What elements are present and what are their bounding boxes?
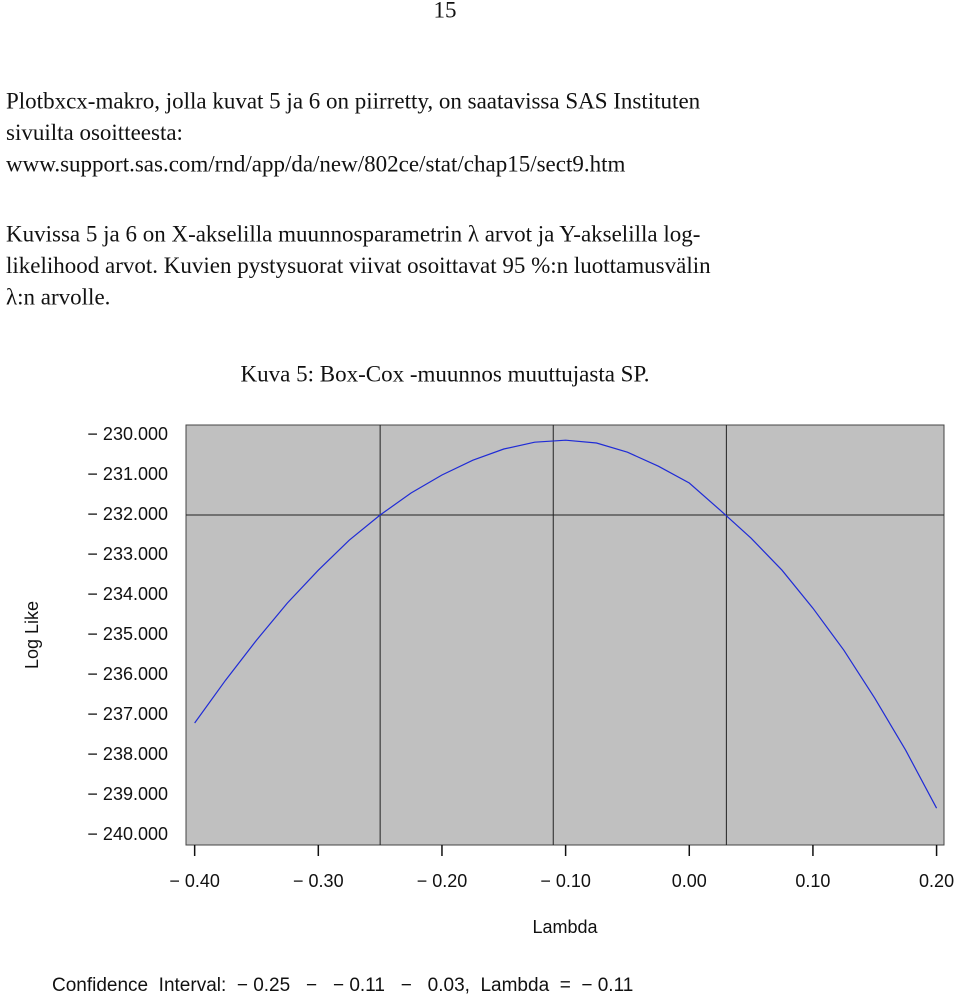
y-tick-label: − 238.000 <box>87 744 168 764</box>
x-tick-label: 0.20 <box>919 871 954 891</box>
y-tick-label: − 234.000 <box>87 584 168 604</box>
text-line: likelihood arvot. Kuvien pystysuorat vii… <box>6 253 711 278</box>
y-tick-label: − 231.000 <box>87 464 168 484</box>
x-tick-label: − 0.30 <box>293 871 344 891</box>
plot-area <box>185 424 945 846</box>
footnote: Confidence Interval: − 0.25 − − 0.11 − 0… <box>52 975 633 996</box>
x-tick-label: − 0.40 <box>169 871 220 891</box>
y-tick-label: − 230.000 <box>87 424 168 444</box>
text-line: Plotbxcx-makro, jolla kuvat 5 ja 6 on pi… <box>6 88 701 113</box>
y-axis-label: Log Like <box>22 601 42 669</box>
y-tick-label: − 235.000 <box>87 624 168 644</box>
x-tick-label: 0.00 <box>672 871 707 891</box>
x-tick-label: 0.10 <box>795 871 830 891</box>
text-line: λ:n arvolle. <box>6 284 110 309</box>
text-line: sivuilta osoitteesta: <box>6 120 183 145</box>
data-line <box>194 439 938 809</box>
x-tick-label: − 0.20 <box>417 871 468 891</box>
y-tick-label: − 236.000 <box>87 664 168 684</box>
x-axis-label: Lambda <box>532 917 598 937</box>
text-line: www.support.sas.com/rnd/app/da/new/802ce… <box>6 151 625 176</box>
y-tick-label: − 233.000 <box>87 544 168 564</box>
page-number: 15 <box>434 0 457 22</box>
x-tick-label: − 0.10 <box>540 871 591 891</box>
y-tick-label: − 239.000 <box>87 784 168 804</box>
y-tick-label: − 240.000 <box>87 824 168 844</box>
text-line: Kuvissa 5 ja 6 on X-akselilla muunnospar… <box>6 221 700 246</box>
caption: Kuva 5: Box-Cox -muunnos muuttujasta SP. <box>241 361 650 386</box>
y-tick-label: − 232.000 <box>87 504 168 524</box>
y-tick-label: − 237.000 <box>87 704 168 724</box>
